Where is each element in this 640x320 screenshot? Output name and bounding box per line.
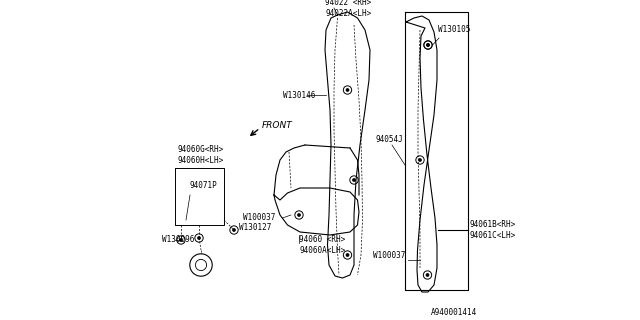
Circle shape [346,254,349,256]
Text: 94071P: 94071P [190,180,218,189]
Circle shape [233,229,235,231]
Text: W130096: W130096 [163,236,195,244]
Text: W130127: W130127 [239,223,271,233]
Circle shape [427,44,429,46]
Circle shape [426,274,429,276]
Circle shape [419,159,421,161]
Text: 94022 <RH>
94022A<LH>: 94022 <RH> 94022A<LH> [325,0,371,18]
Text: 94060 <RH>
94060A<LH>: 94060 <RH> 94060A<LH> [299,235,345,255]
Text: FRONT: FRONT [262,122,292,131]
Text: W100037: W100037 [243,213,275,222]
Text: W100037: W100037 [372,251,405,260]
Text: 94060G<RH>
94060H<LH>: 94060G<RH> 94060H<LH> [177,145,224,165]
Text: 94054J: 94054J [375,135,403,145]
Circle shape [346,89,349,91]
Circle shape [427,44,429,46]
Text: W130105: W130105 [438,26,470,35]
Circle shape [353,179,355,181]
Circle shape [180,239,182,241]
Text: W130146: W130146 [283,91,315,100]
Circle shape [198,237,200,239]
Text: 94061B<RH>
94061C<LH>: 94061B<RH> 94061C<LH> [469,220,515,240]
Circle shape [298,214,300,216]
Text: A940001414: A940001414 [431,308,477,317]
